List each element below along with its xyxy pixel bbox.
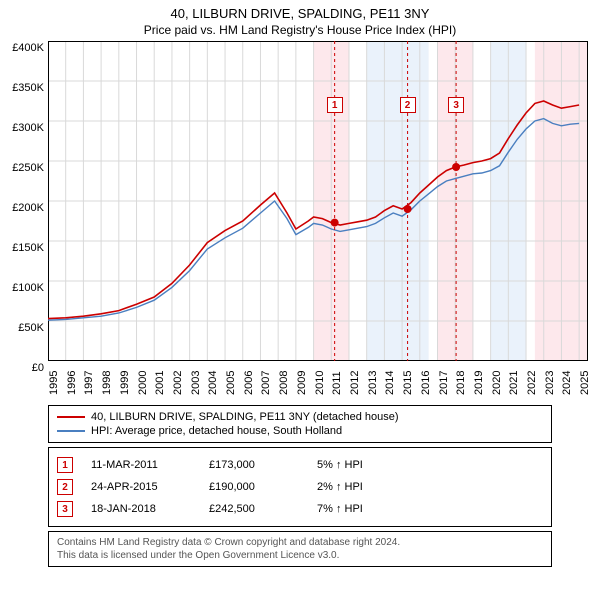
x-tick-label: 2011 [331,371,343,395]
x-tick-label: 2023 [544,371,556,395]
x-tick-label: 2016 [420,371,432,395]
sale-diff: 7% ↑ HPI [317,503,363,515]
x-tick-label: 2001 [154,371,166,395]
sale-diff: 5% ↑ HPI [317,459,363,471]
y-tick-label: £350K [12,82,44,94]
sale-date: 18-JAN-2018 [91,503,191,515]
sale-row: 1 11-MAR-2011 £173,000 5% ↑ HPI [57,454,543,476]
y-axis: £0£50K£100K£150K£200K£250K£300K£350K£400… [0,48,46,368]
x-tick-label: 1995 [48,371,60,395]
sale-row: 2 24-APR-2015 £190,000 2% ↑ HPI [57,476,543,498]
chart-sale-marker: 1 [327,97,343,113]
y-tick-label: £0 [32,362,44,374]
footer-box: Contains HM Land Registry data © Crown c… [48,531,552,567]
y-tick-label: £150K [12,242,44,254]
sale-row: 3 18-JAN-2018 £242,500 7% ↑ HPI [57,498,543,520]
x-tick-label: 2025 [579,371,591,395]
sale-date: 24-APR-2015 [91,481,191,493]
x-tick-label: 2013 [367,371,379,395]
x-tick-label: 2012 [349,371,361,395]
x-tick-label: 2006 [243,371,255,395]
x-tick-label: 2003 [190,371,202,395]
x-tick-label: 2007 [260,371,272,395]
chart-title: 40, LILBURN DRIVE, SPALDING, PE11 3NY [0,0,600,21]
x-tick-label: 2010 [314,371,326,395]
legend-item: 40, LILBURN DRIVE, SPALDING, PE11 3NY (d… [57,410,543,424]
footer-line-1: Contains HM Land Registry data © Crown c… [57,536,543,549]
sale-price: £242,500 [209,503,299,515]
legend-swatch [57,430,85,432]
sale-price: £173,000 [209,459,299,471]
chart-svg [48,41,588,361]
sale-marker: 3 [57,501,73,517]
sale-price: £190,000 [209,481,299,493]
x-tick-label: 2019 [473,371,485,395]
legend-label: HPI: Average price, detached house, Sout… [91,425,342,437]
x-tick-label: 2015 [402,371,414,395]
legend-swatch [57,416,85,418]
x-tick-label: 2008 [278,371,290,395]
chart-sale-marker: 2 [400,97,416,113]
x-tick-label: 2018 [455,371,467,395]
legend-item: HPI: Average price, detached house, Sout… [57,424,543,438]
legend-box: 40, LILBURN DRIVE, SPALDING, PE11 3NY (d… [48,405,552,443]
sale-marker: 2 [57,479,73,495]
sale-marker: 1 [57,457,73,473]
y-tick-label: £250K [12,162,44,174]
x-tick-label: 2004 [207,371,219,395]
x-tick-label: 2005 [225,371,237,395]
x-tick-label: 2014 [384,371,396,395]
legend-label: 40, LILBURN DRIVE, SPALDING, PE11 3NY (d… [91,411,399,423]
x-tick-label: 2024 [561,371,573,395]
y-tick-label: £50K [18,322,44,334]
x-axis: 1995 1996 1997 1998 1999 2000 2001 2002 2003 2004… [48,361,588,399]
y-tick-label: £400K [12,42,44,54]
x-tick-label: 1998 [101,371,113,395]
x-tick-label: 2017 [438,371,450,395]
chart-subtitle: Price paid vs. HM Land Registry's House … [0,21,600,41]
sale-date: 11-MAR-2011 [91,459,191,471]
x-tick-label: 1996 [66,371,78,395]
chart-area: 1 2 3 [48,41,588,361]
y-tick-label: £100K [12,282,44,294]
x-tick-label: 2022 [526,371,538,395]
x-tick-label: 2009 [296,371,308,395]
x-tick-label: 2000 [137,371,149,395]
x-tick-label: 1997 [83,371,95,395]
y-tick-label: £200K [12,202,44,214]
x-tick-label: 2020 [491,371,503,395]
footer-line-2: This data is licensed under the Open Gov… [57,549,543,562]
x-tick-label: 2021 [508,371,520,395]
sales-box: 1 11-MAR-2011 £173,000 5% ↑ HPI 2 24-APR-2015… [48,447,552,527]
x-tick-label: 2002 [172,371,184,395]
chart-sale-marker: 3 [448,97,464,113]
x-tick-label: 1999 [119,371,131,395]
sale-diff: 2% ↑ HPI [317,481,363,493]
container: 40, LILBURN DRIVE, SPALDING, PE11 3NY Pr… [0,0,600,590]
y-tick-label: £300K [12,122,44,134]
